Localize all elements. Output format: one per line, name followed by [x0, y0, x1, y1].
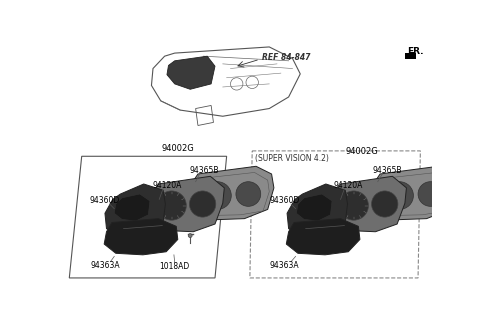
- Circle shape: [190, 191, 216, 217]
- Polygon shape: [148, 176, 224, 232]
- Text: 94365B: 94365B: [190, 166, 219, 175]
- Polygon shape: [369, 166, 456, 220]
- Text: 94002G: 94002G: [161, 144, 194, 153]
- Bar: [410, 52, 415, 54]
- Circle shape: [339, 191, 369, 220]
- Bar: [405, 53, 416, 59]
- Polygon shape: [296, 194, 332, 221]
- Polygon shape: [167, 56, 215, 89]
- Text: REF 84-847: REF 84-847: [262, 53, 310, 62]
- Circle shape: [157, 191, 186, 220]
- Polygon shape: [286, 219, 360, 255]
- Text: 1018AD: 1018AD: [159, 262, 190, 271]
- Polygon shape: [186, 166, 274, 220]
- Polygon shape: [104, 219, 178, 255]
- Text: 94365B: 94365B: [372, 166, 402, 175]
- Circle shape: [236, 182, 261, 206]
- Circle shape: [372, 191, 398, 217]
- Circle shape: [188, 234, 192, 237]
- Circle shape: [418, 182, 443, 206]
- Polygon shape: [114, 194, 150, 221]
- Circle shape: [204, 182, 231, 209]
- Polygon shape: [330, 176, 407, 232]
- Text: 94363A: 94363A: [270, 261, 300, 270]
- Text: 94002G: 94002G: [346, 147, 379, 156]
- Text: 94360D: 94360D: [89, 197, 120, 205]
- Text: 94120A: 94120A: [152, 181, 181, 190]
- Text: 94363A: 94363A: [90, 261, 120, 270]
- Text: (SUPER VISION 4.2): (SUPER VISION 4.2): [255, 154, 329, 163]
- Polygon shape: [105, 184, 166, 236]
- Text: 94120A: 94120A: [334, 181, 363, 190]
- Text: FR.: FR.: [407, 47, 424, 56]
- Polygon shape: [287, 184, 348, 236]
- Text: 94360D: 94360D: [270, 197, 300, 205]
- Circle shape: [385, 182, 413, 209]
